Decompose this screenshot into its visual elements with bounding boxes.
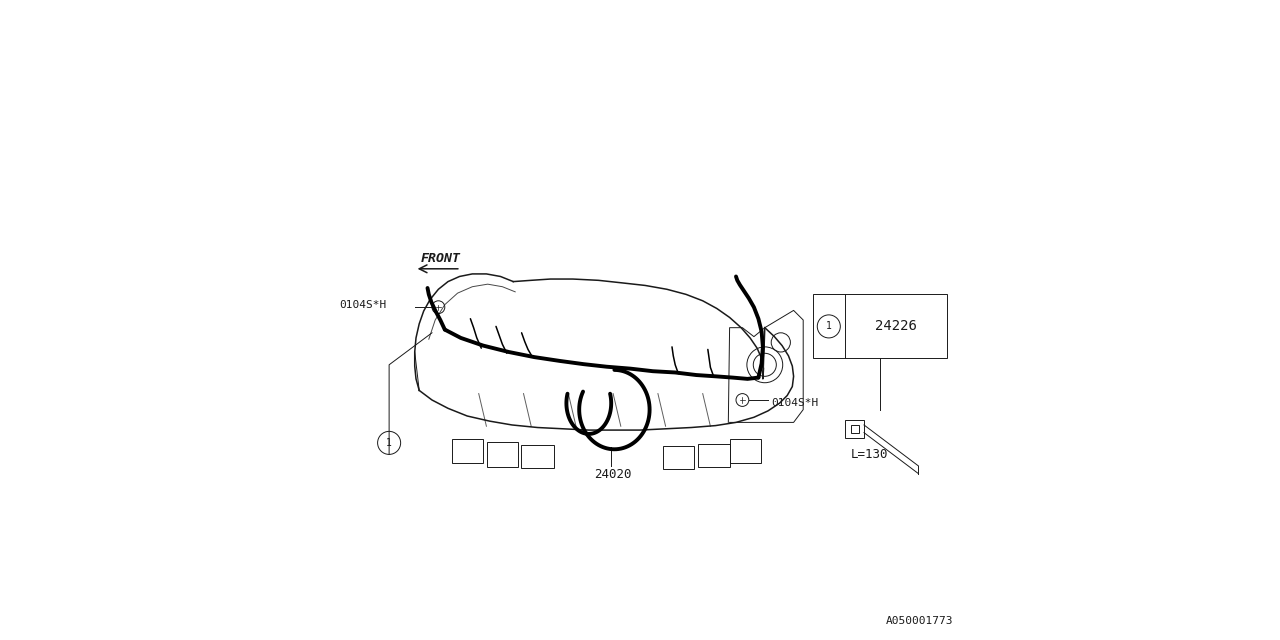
Bar <box>813 294 947 358</box>
Bar <box>698 444 730 467</box>
Text: 1: 1 <box>387 438 392 448</box>
Bar <box>452 439 483 463</box>
Bar <box>845 420 864 438</box>
Text: 24226: 24226 <box>876 319 916 333</box>
Text: 0104S*H: 0104S*H <box>339 300 387 310</box>
Bar <box>521 445 554 468</box>
Text: L=130: L=130 <box>851 448 888 461</box>
Bar <box>730 439 760 463</box>
Text: A050001773: A050001773 <box>886 616 954 626</box>
Text: FRONT: FRONT <box>421 252 461 265</box>
Text: 24020: 24020 <box>594 468 631 481</box>
Text: 0104S*H: 0104S*H <box>771 397 818 408</box>
Bar <box>663 446 694 469</box>
Bar <box>851 425 859 433</box>
Text: 1: 1 <box>826 321 832 332</box>
Bar <box>486 442 517 467</box>
